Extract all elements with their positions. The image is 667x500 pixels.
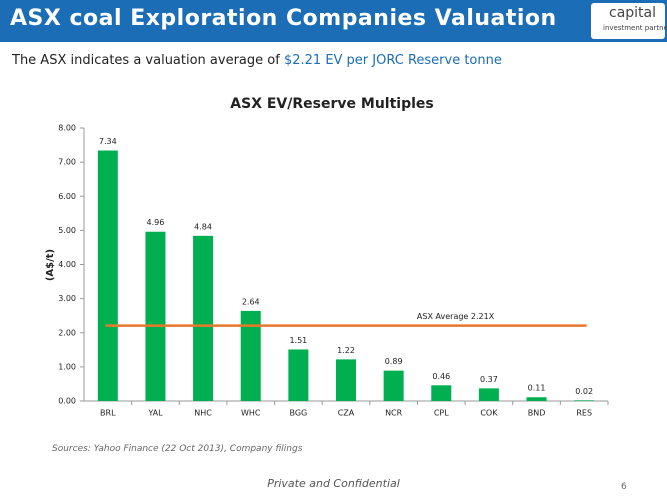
bar — [288, 349, 309, 401]
y-tick-label: 7.00 — [58, 158, 76, 167]
bar — [526, 397, 547, 401]
data-label: 2.64 — [242, 297, 260, 306]
data-label: 0.89 — [385, 357, 403, 366]
bar — [574, 400, 595, 401]
y-tick-label: 2.00 — [58, 328, 76, 337]
bar — [240, 310, 261, 401]
data-label: 7.34 — [99, 137, 117, 146]
y-tick-label: 6.00 — [58, 192, 76, 201]
y-tick-label: 1.00 — [58, 362, 76, 371]
x-tick-label: CZA — [338, 409, 355, 418]
y-tick-label: 8.00 — [58, 124, 76, 133]
bar — [383, 370, 404, 401]
subtitle-text: The ASX indicates a valuation average of — [12, 53, 280, 68]
confidential: Private and Confidential — [267, 477, 400, 490]
y-axis-label: (A$/t) — [45, 249, 56, 281]
subtitle-highlight: $2.21 EV per JORC Reserve tonne — [283, 53, 502, 68]
y-tick-label: 5.00 — [58, 226, 76, 235]
average-label: ASX Average 2.21X — [417, 312, 495, 321]
x-tick-label: CPL — [434, 409, 449, 418]
x-tick-label: YAL — [147, 409, 163, 418]
bar — [478, 388, 499, 401]
bar — [431, 385, 452, 401]
bar — [193, 235, 214, 401]
logo-text: capital — [609, 5, 657, 21]
logo: capital investment partners — [591, 3, 667, 39]
sources: Sources: Yahoo Finance (22 Oct 2013), Co… — [52, 444, 303, 454]
x-tick-label: BGG — [289, 409, 307, 418]
bar — [97, 150, 118, 401]
x-tick-label: BND — [528, 409, 546, 418]
header-bar — [0, 0, 667, 42]
data-label: 1.22 — [337, 346, 355, 355]
x-tick-label: WHC — [241, 409, 261, 418]
logo-subtext: investment partners — [603, 24, 667, 32]
subtitle: The ASX indicates a valuation average of… — [12, 53, 502, 68]
bar — [336, 359, 356, 401]
bar — [145, 231, 166, 401]
x-tick-label: NHC — [194, 409, 212, 418]
data-label: 4.96 — [147, 218, 165, 227]
y-tick-label: 0.00 — [58, 397, 76, 406]
data-label: 1.51 — [289, 336, 307, 345]
x-tick-label: RES — [576, 409, 592, 418]
data-label: 0.11 — [528, 384, 546, 393]
y-tick-label: 4.00 — [58, 260, 76, 269]
x-tick-label: NCR — [385, 409, 403, 418]
chart-title: ASX EV/Reserve Multiples — [230, 96, 433, 112]
page-number: 6 — [621, 482, 627, 492]
x-tick-label: COK — [480, 409, 498, 418]
data-label: 0.46 — [432, 372, 450, 381]
y-tick-label: 3.00 — [58, 294, 76, 303]
slide-title: ASX coal Exploration Companies Valuation — [10, 6, 557, 31]
x-tick-label: BRL — [100, 409, 116, 418]
data-label: 4.84 — [194, 222, 212, 231]
data-label: 0.37 — [480, 375, 498, 384]
data-label: 0.02 — [575, 387, 593, 396]
